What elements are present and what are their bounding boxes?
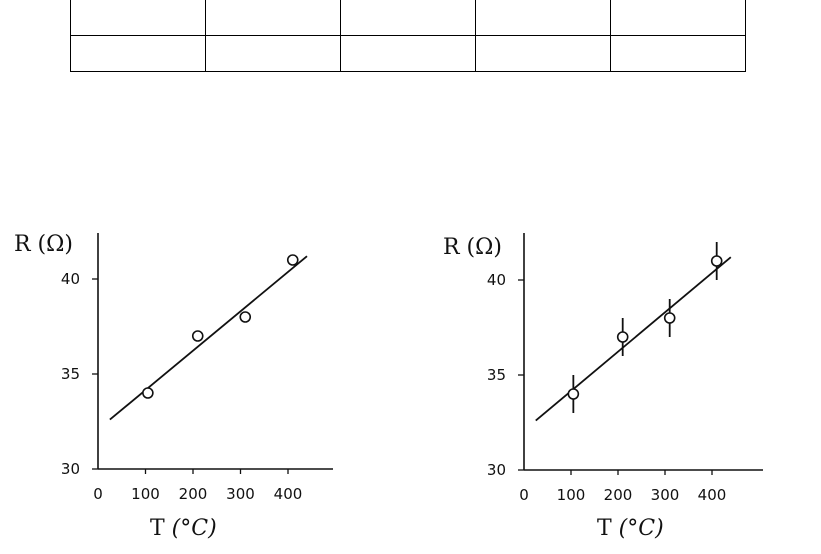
table-cell xyxy=(205,35,341,72)
x-tick-label: 400 xyxy=(698,486,727,504)
empty-table xyxy=(70,0,746,72)
fit-line xyxy=(109,255,308,421)
x-tick-label: 300 xyxy=(226,485,255,503)
table-cell xyxy=(70,35,206,72)
x-tick-label: 300 xyxy=(651,486,680,504)
x-tick-label: 200 xyxy=(604,486,633,504)
x-axis-label: T (°C) xyxy=(597,516,664,541)
y-tick-label: 35 xyxy=(487,366,506,384)
data-point xyxy=(710,255,723,267)
data-point xyxy=(191,330,204,342)
table-cell xyxy=(475,35,611,72)
y-tick-label: 30 xyxy=(487,461,506,479)
table-cell xyxy=(610,35,746,72)
x-tick-label: 0 xyxy=(519,486,529,504)
y-tick-label: 40 xyxy=(61,270,80,288)
data-point xyxy=(142,387,154,399)
y-axis-label: R (Ω) xyxy=(14,232,73,257)
y-tick-label: 40 xyxy=(487,271,506,289)
data-point xyxy=(567,388,580,400)
table-row xyxy=(70,35,746,72)
table-cell xyxy=(340,35,476,72)
data-point xyxy=(239,311,252,323)
data-point xyxy=(663,312,676,324)
x-tick-label: 100 xyxy=(131,485,160,503)
y-axis-label: R (Ω) xyxy=(443,235,502,260)
x-tick-label: 400 xyxy=(274,485,303,503)
data-point xyxy=(286,254,299,266)
fit-line xyxy=(535,256,732,422)
x-tick-label: 0 xyxy=(93,485,103,503)
x-tick-label: 200 xyxy=(179,485,208,503)
x-tick-label: 100 xyxy=(557,486,586,504)
y-tick-label: 35 xyxy=(61,365,80,383)
data-point xyxy=(616,331,629,343)
y-tick-label: 30 xyxy=(61,460,80,478)
x-axis-label: T (°C) xyxy=(150,516,217,541)
